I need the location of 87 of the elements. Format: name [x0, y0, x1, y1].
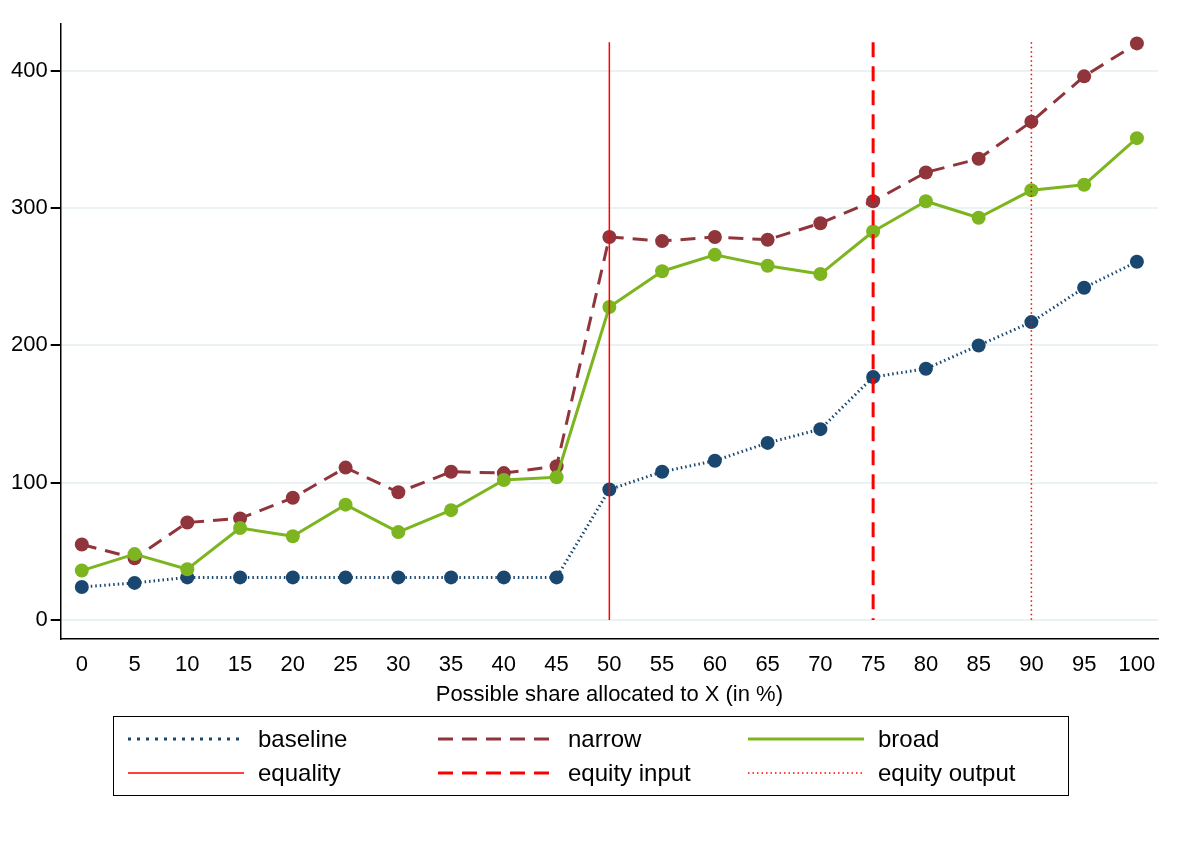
point	[602, 229, 617, 244]
point	[338, 460, 353, 475]
x-tick-label: 25	[333, 651, 358, 677]
x-tick-label: 80	[913, 651, 939, 677]
point	[1129, 254, 1144, 269]
point	[1077, 280, 1092, 295]
x-tick-label: 30	[386, 651, 411, 677]
point	[1077, 69, 1092, 84]
legend-label: baseline	[258, 725, 348, 753]
x-tick-label: 40	[491, 651, 517, 677]
point	[971, 210, 986, 225]
point	[655, 234, 670, 249]
x-tick-label: 45	[544, 651, 569, 677]
point	[971, 151, 986, 166]
x-tick-label: 90	[1019, 651, 1044, 677]
y-tick-label: 100	[10, 468, 48, 494]
point	[918, 194, 933, 209]
x-tick-label: 35	[438, 651, 464, 677]
point	[549, 570, 564, 585]
y-tick-label: 0	[35, 606, 48, 632]
point	[285, 529, 300, 544]
point	[813, 422, 828, 437]
point	[760, 435, 775, 450]
point	[127, 575, 142, 590]
x-tick-label: 5	[128, 651, 141, 677]
point	[496, 570, 511, 585]
point	[918, 165, 933, 180]
point	[391, 525, 406, 540]
point	[655, 464, 670, 479]
x-axis-title: Possible share allocated to X (in %)	[435, 680, 783, 706]
legend-label: equity output	[878, 759, 1016, 787]
point	[233, 521, 248, 536]
x-tick-label: 85	[966, 651, 991, 677]
point	[338, 570, 353, 585]
point	[233, 570, 248, 585]
legend-label: equality	[258, 759, 341, 787]
x-tick-label: 20	[280, 651, 306, 677]
point	[1129, 36, 1144, 51]
point	[285, 570, 300, 585]
x-tick-label: 60	[702, 651, 728, 677]
point	[707, 453, 722, 468]
point	[444, 464, 459, 479]
point	[602, 299, 617, 314]
x-tick-label: 75	[860, 651, 886, 677]
point	[813, 216, 828, 231]
x-tick-label: 95	[1071, 651, 1097, 677]
point	[496, 472, 511, 487]
point	[918, 361, 933, 376]
legend-label: equity input	[568, 759, 691, 787]
point	[655, 264, 670, 279]
point	[760, 258, 775, 273]
point	[74, 563, 89, 578]
x-tick-label: 10	[175, 651, 200, 677]
point	[74, 580, 89, 595]
point	[444, 570, 459, 585]
x-tick-label: 0	[75, 651, 88, 677]
point	[549, 470, 564, 485]
point	[707, 247, 722, 262]
point	[180, 515, 195, 530]
y-tick-label: 200	[10, 331, 48, 357]
point	[74, 537, 89, 552]
x-tick-label: 65	[755, 651, 780, 677]
point	[285, 490, 300, 505]
point	[180, 562, 195, 577]
point	[1077, 177, 1092, 192]
point	[338, 497, 353, 512]
legend-label: broad	[878, 725, 940, 753]
x-tick-label: 15	[227, 651, 253, 677]
x-tick-label: 70	[808, 651, 833, 677]
point	[971, 338, 986, 353]
point	[760, 232, 775, 247]
legend-label: narrow	[568, 725, 642, 753]
point	[391, 485, 406, 500]
point	[127, 547, 142, 562]
x-tick-label: 55	[649, 651, 675, 677]
point	[1024, 114, 1039, 129]
point	[813, 267, 828, 282]
y-tick-label: 300	[10, 194, 48, 220]
point	[391, 570, 406, 585]
y-tick-label: 400	[10, 56, 48, 82]
point	[1024, 315, 1039, 330]
point	[707, 229, 722, 244]
x-tick-label: 50	[597, 651, 622, 677]
point	[444, 503, 459, 518]
point	[1129, 131, 1144, 146]
x-tick-label: 100	[1118, 651, 1156, 677]
point	[1024, 183, 1039, 198]
